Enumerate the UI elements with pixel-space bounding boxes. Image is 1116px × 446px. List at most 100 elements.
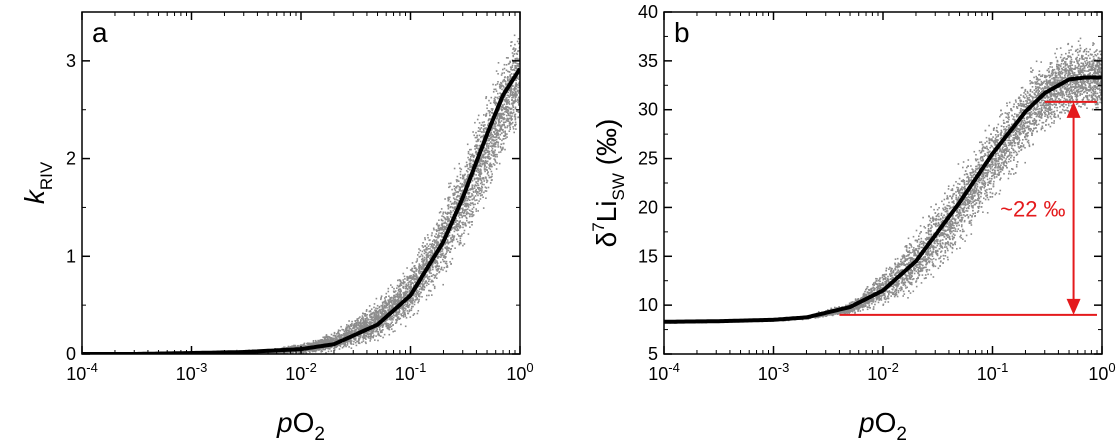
scatter-point <box>485 197 487 199</box>
scatter-point <box>511 92 514 95</box>
scatter-point <box>431 280 433 283</box>
scatter-point <box>438 227 440 230</box>
scatter-point <box>385 292 388 295</box>
scatter-point <box>493 153 495 155</box>
scatter-point <box>373 318 376 320</box>
scatter-point <box>485 144 488 146</box>
scatter-point <box>399 300 401 303</box>
scatter-point <box>466 143 469 146</box>
scatter-point <box>323 340 325 343</box>
scatter-point <box>358 328 360 331</box>
scatter-point <box>421 250 424 253</box>
scatter-point <box>398 309 400 311</box>
scatter-point <box>402 308 405 311</box>
scatter-point <box>516 62 518 65</box>
scatter-point <box>411 277 413 279</box>
scatter-point <box>433 287 436 290</box>
scatter-point <box>497 62 500 64</box>
scatter-point <box>468 209 471 212</box>
scatter-point <box>357 324 359 326</box>
scatter-point <box>490 128 493 131</box>
scatter-point <box>515 96 517 98</box>
scatter-point <box>488 137 490 140</box>
scatter-point <box>462 226 464 229</box>
scatter-point <box>365 331 368 333</box>
scatter-point <box>453 227 456 230</box>
scatter-point <box>498 112 500 115</box>
scatter-point <box>440 266 443 269</box>
scatter-point <box>461 177 464 180</box>
scatter-point <box>446 249 448 251</box>
scatter-point <box>479 164 482 166</box>
scatter-point <box>455 238 458 241</box>
scatter-point <box>405 308 407 310</box>
scatter-point <box>406 288 409 290</box>
scatter-point <box>465 178 467 181</box>
scatter-point <box>489 102 492 104</box>
scatter-point <box>301 344 304 346</box>
scatter-point <box>435 236 437 238</box>
scatter-point <box>355 328 358 331</box>
scatter-point <box>388 309 391 311</box>
scatter-point <box>388 302 390 304</box>
scatter-point <box>448 212 450 215</box>
scatter-point <box>309 342 311 345</box>
scatter-point <box>338 348 341 350</box>
scatter-point <box>449 216 452 218</box>
scatter-point <box>472 131 474 133</box>
scatter-point <box>460 190 462 192</box>
scatter-point <box>464 197 467 199</box>
scatter-point <box>452 235 454 237</box>
scatter-point <box>461 233 463 235</box>
scatter-point <box>437 241 440 244</box>
scatter-point <box>409 303 411 306</box>
scatter-point <box>429 278 431 281</box>
scatter-point <box>386 307 388 309</box>
scatter-point <box>375 316 377 318</box>
scatter-point <box>453 230 456 233</box>
scatter-point <box>456 199 459 201</box>
scatter-point <box>506 125 509 127</box>
scatter-point <box>511 69 514 71</box>
scatter-point <box>327 347 329 350</box>
scatter-point <box>422 284 425 287</box>
scatter-point <box>440 256 442 258</box>
scatter-point <box>439 228 441 231</box>
scatter-point <box>367 325 369 328</box>
scatter-point <box>482 125 485 127</box>
scatter-point <box>496 155 498 158</box>
scatter-point <box>455 226 457 229</box>
scatter-point <box>495 122 497 125</box>
scatter-point <box>411 305 413 308</box>
scatter-point <box>494 133 497 135</box>
scatter-point <box>415 290 417 293</box>
scatter-point <box>475 145 477 148</box>
scatter-point <box>376 311 378 314</box>
scatter-point <box>396 295 399 297</box>
scatter-point <box>516 40 519 43</box>
scatter-point <box>494 127 496 129</box>
scatter-point <box>490 138 492 140</box>
scatter-point <box>381 315 384 318</box>
scatter-point <box>400 305 403 307</box>
scatter-point <box>501 116 503 118</box>
scatter-point <box>409 283 412 285</box>
scatter-point <box>391 286 394 288</box>
scatter-point <box>393 287 395 290</box>
scatter-point <box>386 327 389 330</box>
scatter-point <box>467 189 470 192</box>
scatter-point <box>473 173 475 176</box>
scatter-point <box>444 198 446 200</box>
scatter-point <box>465 180 467 182</box>
scatter-point <box>427 245 430 247</box>
scatter-point <box>510 76 513 79</box>
scatter-point <box>514 106 517 109</box>
scatter-point <box>456 205 458 207</box>
scatter-point <box>508 124 511 127</box>
scatter-point <box>475 189 478 191</box>
scatter-point <box>468 158 470 161</box>
scatter-point <box>389 326 392 328</box>
scatter-point <box>469 204 472 206</box>
scatter-point <box>467 196 470 198</box>
scatter-point <box>448 198 450 201</box>
